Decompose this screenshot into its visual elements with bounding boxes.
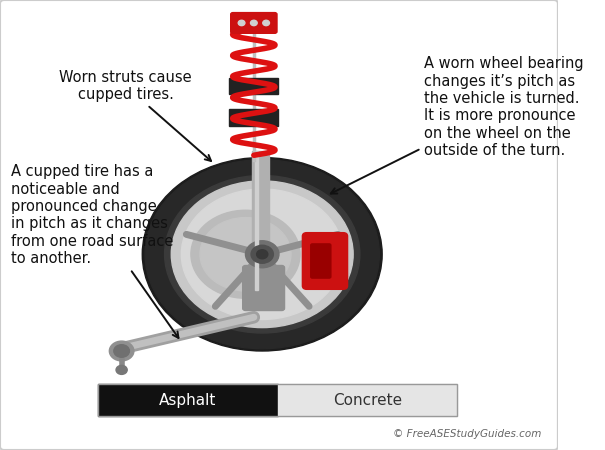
Bar (229, 78, 278, 94)
Circle shape (238, 20, 245, 26)
Bar (97, 384, 278, 416)
Bar (252, 151, 269, 290)
Circle shape (165, 176, 360, 333)
FancyBboxPatch shape (302, 233, 348, 289)
Bar (255, 151, 258, 290)
Circle shape (171, 181, 353, 328)
Circle shape (125, 126, 399, 346)
Circle shape (191, 210, 300, 298)
Circle shape (182, 189, 343, 320)
Circle shape (142, 158, 382, 351)
Circle shape (110, 341, 134, 361)
FancyBboxPatch shape (243, 266, 284, 310)
FancyBboxPatch shape (0, 0, 558, 450)
Circle shape (200, 217, 291, 291)
Bar (278, 384, 457, 416)
Text: Asphalt: Asphalt (159, 392, 216, 408)
Bar (97, 384, 457, 416)
Circle shape (250, 20, 257, 26)
Text: © FreeASEStudyGuides.com: © FreeASEStudyGuides.com (393, 429, 541, 439)
Circle shape (116, 365, 127, 374)
FancyBboxPatch shape (231, 13, 277, 33)
Circle shape (257, 250, 268, 259)
Text: Worn struts cause
cupped tires.: Worn struts cause cupped tires. (59, 70, 211, 161)
Circle shape (114, 345, 129, 357)
Circle shape (145, 160, 379, 349)
Text: A cupped tire has a
noticeable and
pronounced change
in pitch as it changes
from: A cupped tire has a noticeable and prono… (11, 164, 178, 338)
Text: Concrete: Concrete (333, 392, 402, 408)
Circle shape (251, 245, 273, 263)
Bar (229, 109, 278, 126)
Circle shape (263, 20, 269, 26)
FancyBboxPatch shape (311, 244, 331, 278)
Circle shape (246, 241, 279, 268)
Text: A worn wheel bearing
changes it’s pitch as
the vehicle is turned.
It is more pro: A worn wheel bearing changes it’s pitch … (331, 56, 584, 194)
